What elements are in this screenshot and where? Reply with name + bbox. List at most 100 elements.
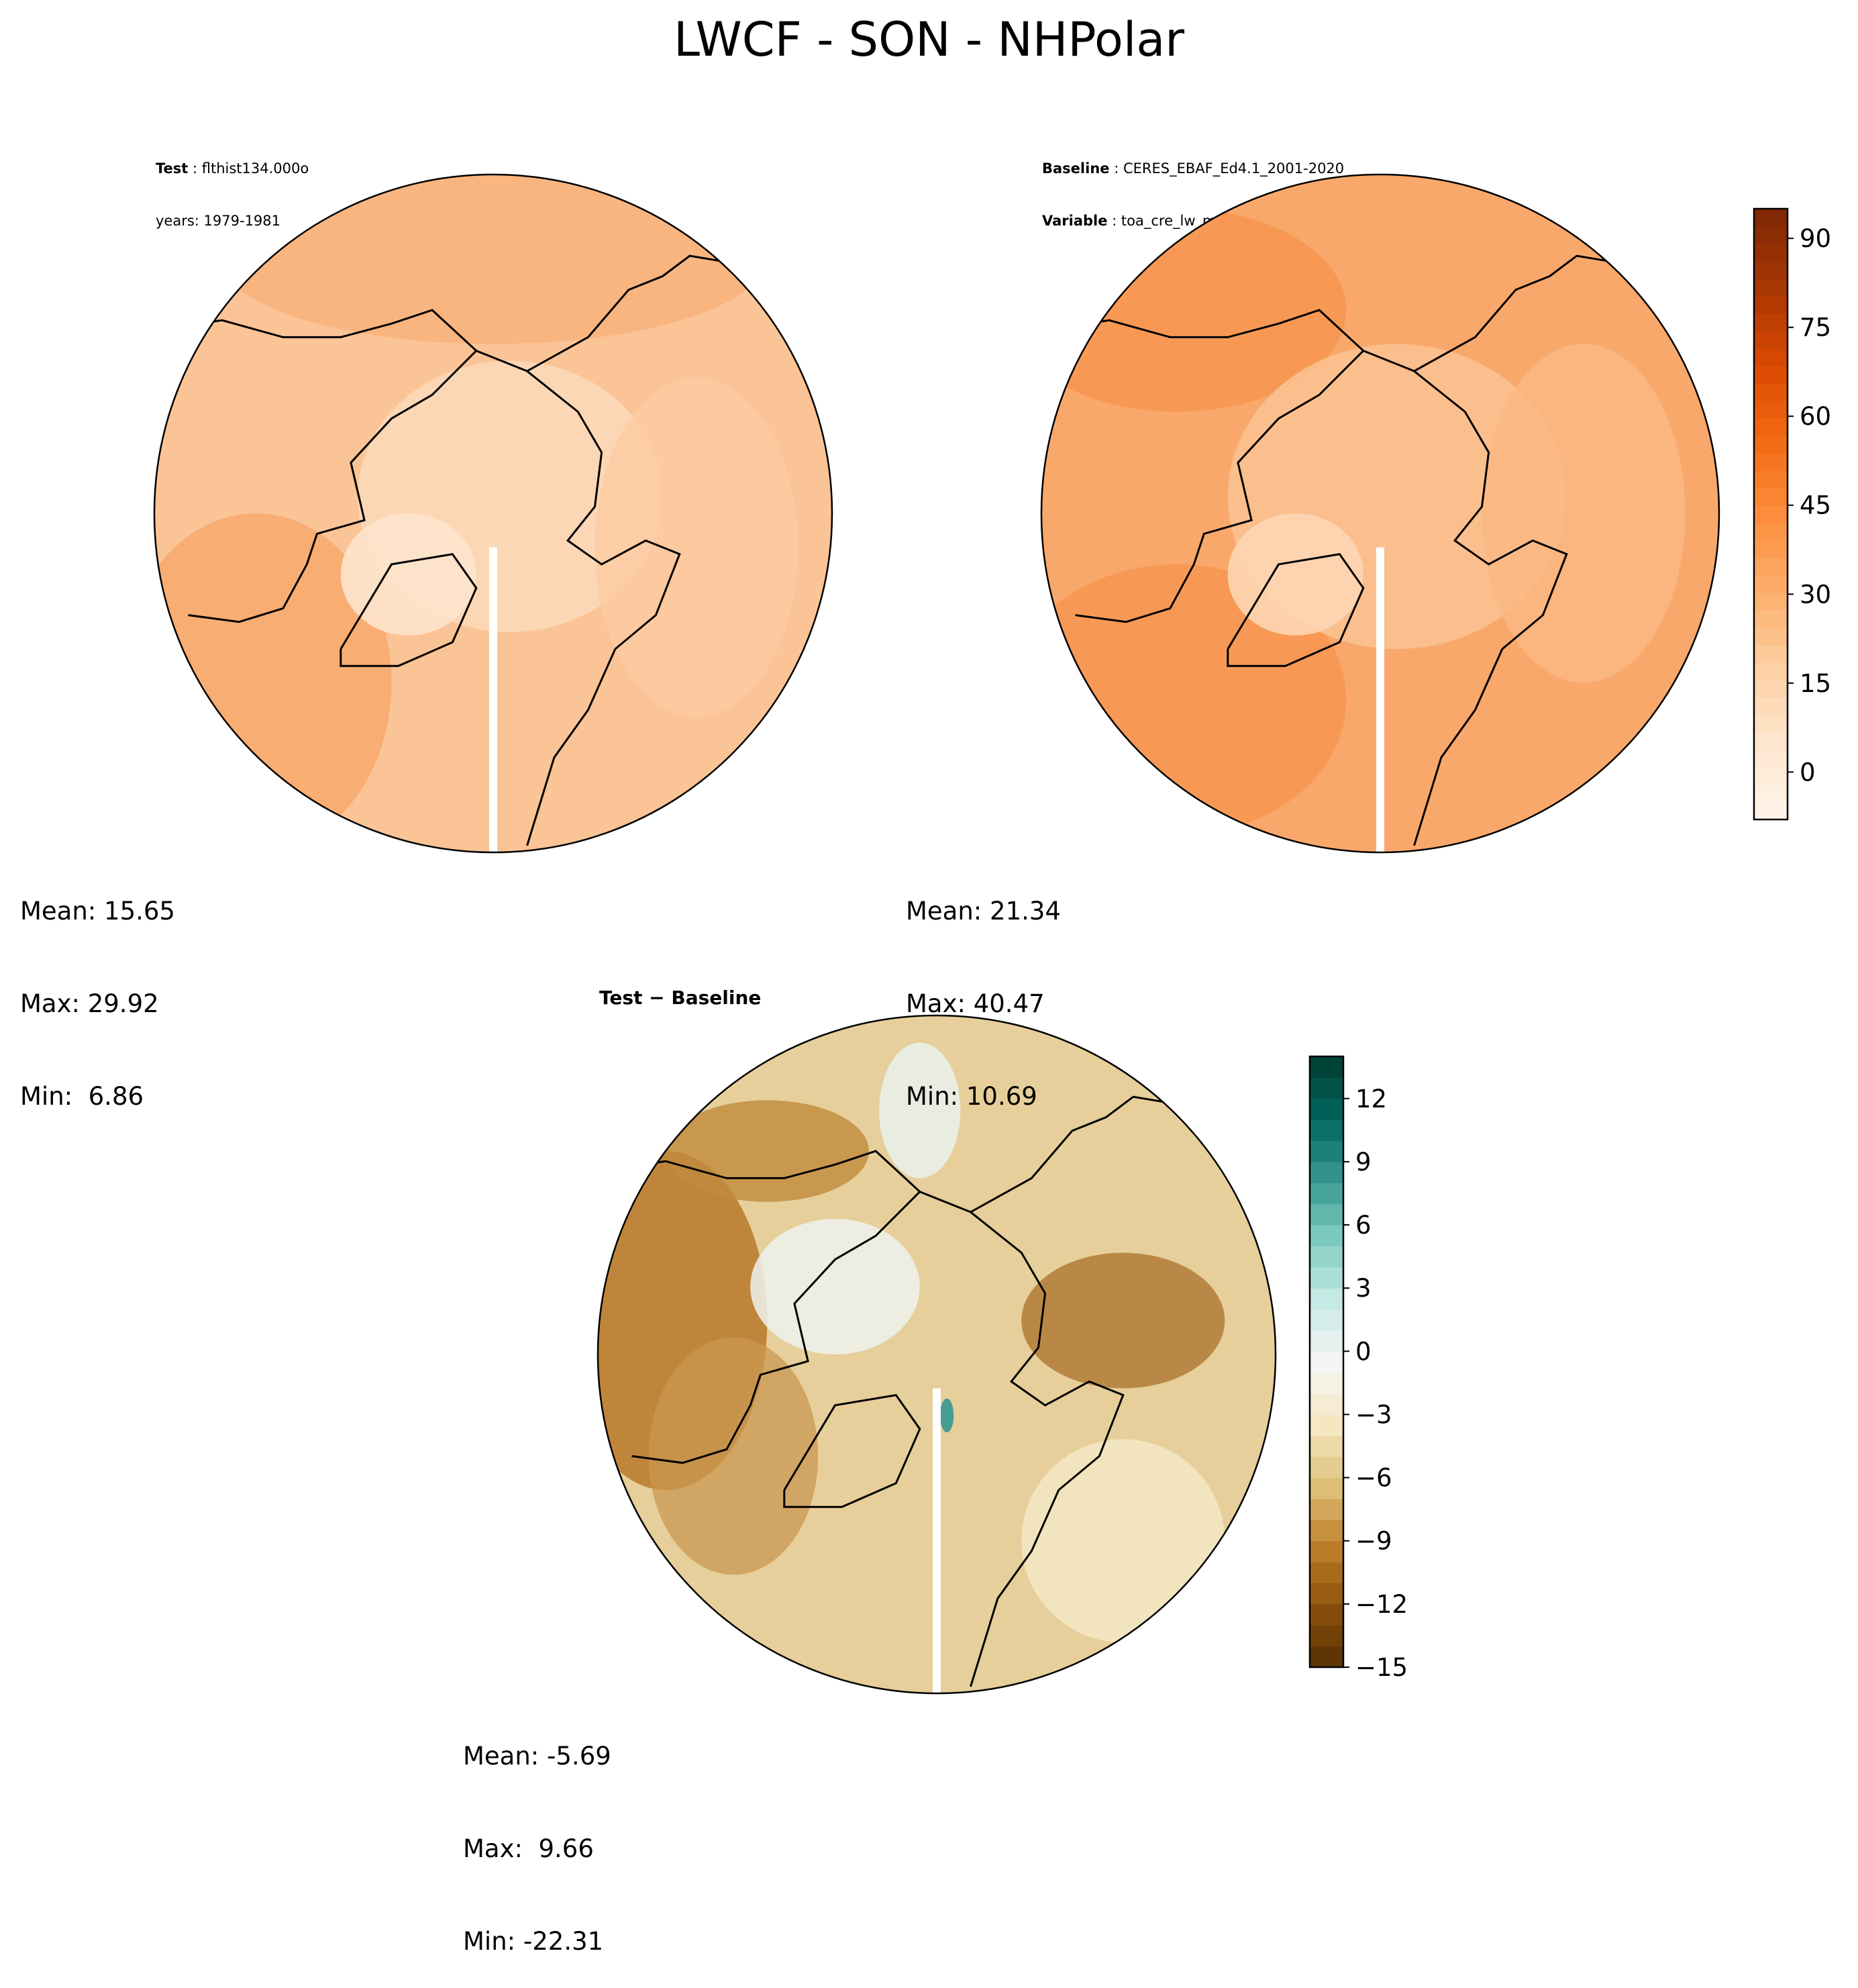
figure-title: LWCF - SON - NHPolar: [673, 12, 1184, 67]
baseline-colorbar-level: [1754, 575, 1788, 593]
figure-canvas: 0 15 30 45 60 75 90 −15 −12 −9 −6 −3 0 3 6 9 12: [153, 173, 1831, 1695]
variable-meta-key: Variable: [1042, 213, 1108, 229]
baseline-meta-sep: :: [1109, 160, 1123, 177]
baseline-colorbar-level: [1754, 296, 1788, 314]
diff-colorbar-tick-label: −6: [1355, 1464, 1392, 1493]
variable-meta-sep: :: [1107, 213, 1121, 229]
diff-colorbar-level: [1310, 1246, 1343, 1268]
baseline-colorbar: 0 15 30 45 60 75 90: [1753, 207, 1831, 821]
diff-colorbar-level: [1310, 1625, 1343, 1647]
baseline-map-field: [1041, 175, 1719, 852]
test-meta-key: Test: [156, 160, 189, 177]
baseline-colorbar-level: [1754, 470, 1788, 489]
baseline-colorbar-level: [1754, 331, 1788, 349]
baseline-colorbar-tick-label: 0: [1800, 758, 1816, 787]
baseline-colorbar-level: [1754, 593, 1788, 611]
baseline-mean: Mean: 21.34: [906, 897, 1061, 926]
baseline-colorbar-frame: [1753, 207, 1789, 821]
baseline-colorbar-level: [1754, 802, 1788, 820]
baseline-colorbar-tick-label: 15: [1800, 669, 1831, 698]
diff-colorbar-tick-label: −3: [1355, 1400, 1392, 1429]
diff-colorbar-level: [1310, 1456, 1343, 1479]
diff-colorbar-level: [1310, 1393, 1343, 1415]
diff-colorbar-level: [1310, 1077, 1343, 1099]
test-map-field-region: [595, 378, 798, 717]
diff-colorbar-level: [1310, 1203, 1343, 1226]
baseline-max: Max: 40.47: [906, 989, 1045, 1018]
baseline-colorbar-level: [1754, 610, 1788, 628]
diff-map-field-region: [750, 1219, 920, 1354]
diff-colorbar-level: [1310, 1498, 1343, 1520]
baseline-meta-value: CERES_EBAF_Ed4.1_2001-2020: [1123, 160, 1345, 177]
baseline-colorbar-level: [1754, 505, 1788, 524]
diff-colorbar-level: [1310, 1120, 1343, 1142]
diff-map-coastline: [621, 1082, 1202, 1213]
baseline-map-field-region: [1227, 513, 1363, 636]
diff-map-coastline: [783, 1393, 921, 1508]
diff-stats: Mean: -5.69 Max: 9.66 Min: -22.31: [463, 1679, 611, 1988]
diff-colorbar-level: [1310, 1098, 1343, 1120]
diff-colorbar-level: [1310, 1161, 1343, 1183]
baseline-colorbar-level: [1754, 313, 1788, 332]
diff-map-field-region: [1021, 1439, 1225, 1643]
baseline-colorbar-level: [1754, 244, 1788, 262]
baseline-colorbar-level: [1754, 209, 1788, 227]
diff-colorbar-level: [1310, 1266, 1343, 1289]
baseline-colorbar-level: [1754, 785, 1788, 803]
baseline-map-coastline: [1413, 370, 1568, 846]
diff-map-field-region: [1021, 1252, 1225, 1389]
baseline-colorbar-level: [1754, 383, 1788, 401]
test-map-coastline: [188, 350, 477, 624]
baseline-colorbar-level: [1754, 767, 1788, 785]
baseline-map-coastline: [1075, 350, 1364, 624]
diff-colorbar-level: [1310, 1183, 1343, 1205]
diff-colorbar-tick-label: 3: [1355, 1274, 1372, 1303]
baseline-colorbar-level: [1754, 628, 1788, 646]
diff-colorbar-level: [1310, 1540, 1343, 1562]
diff-colorbar-level: [1310, 1603, 1343, 1626]
test-map-coastline: [340, 552, 478, 667]
diff-min: Min: -22.31: [463, 1927, 604, 1956]
diff-colorbar-tick-label: 12: [1355, 1085, 1387, 1113]
diff-map-field-region: [940, 1398, 954, 1433]
test-years: years: 1979-1981: [156, 213, 281, 229]
baseline-min: Min: 10.69: [906, 1082, 1037, 1111]
test-min: Min: 6.86: [20, 1082, 144, 1111]
diff-colorbar-level: [1310, 1562, 1343, 1584]
test-map-field-region: [340, 513, 476, 636]
diff-colorbar-level: [1310, 1309, 1343, 1331]
test-max: Max: 29.92: [20, 989, 159, 1018]
diff-colorbar-level: [1310, 1435, 1343, 1457]
diff-colorbar: −15 −12 −9 −6 −3 0 3 6 9 12: [1308, 1055, 1408, 1682]
test-map-coastline: [526, 370, 681, 846]
baseline-colorbar-level: [1754, 261, 1788, 279]
diff-map-missing-wedge: [933, 1388, 941, 1693]
baseline-colorbar-level: [1754, 348, 1788, 366]
diff-map-coastline: [970, 1211, 1125, 1687]
diff-colorbar-level: [1310, 1056, 1343, 1078]
test-meta-sep: :: [188, 160, 202, 177]
baseline-colorbar-level: [1754, 523, 1788, 541]
diff-colorbar-level: [1310, 1583, 1343, 1605]
test-map: [153, 173, 833, 854]
baseline-colorbar-level: [1754, 453, 1788, 471]
diff-map-boundary: [597, 1014, 1277, 1695]
baseline-colorbar-level: [1754, 715, 1788, 733]
diff-max: Max: 9.66: [463, 1834, 594, 1863]
diff-colorbar-frame: [1308, 1055, 1345, 1669]
test-map-field-region: [222, 175, 764, 344]
diff-mean: Mean: -5.69: [463, 1742, 611, 1771]
test-meta-value: flthist134.000o: [201, 160, 309, 177]
baseline-colorbar-level: [1754, 732, 1788, 750]
baseline-map-boundary: [1040, 173, 1720, 854]
baseline-map-coastline: [1227, 552, 1365, 667]
baseline-colorbar-tick-label: 30: [1800, 580, 1831, 609]
diff-colorbar-level: [1310, 1330, 1343, 1352]
diff-colorbar-tick-label: −12: [1355, 1590, 1408, 1619]
baseline-colorbar-level: [1754, 436, 1788, 454]
diff-colorbar-tick-label: −9: [1355, 1527, 1392, 1556]
test-mean: Mean: 15.65: [20, 897, 175, 926]
diff-colorbar-level: [1310, 1477, 1343, 1499]
diff-map-coastline: [631, 1191, 921, 1464]
diff-map-field-region: [648, 1337, 819, 1575]
